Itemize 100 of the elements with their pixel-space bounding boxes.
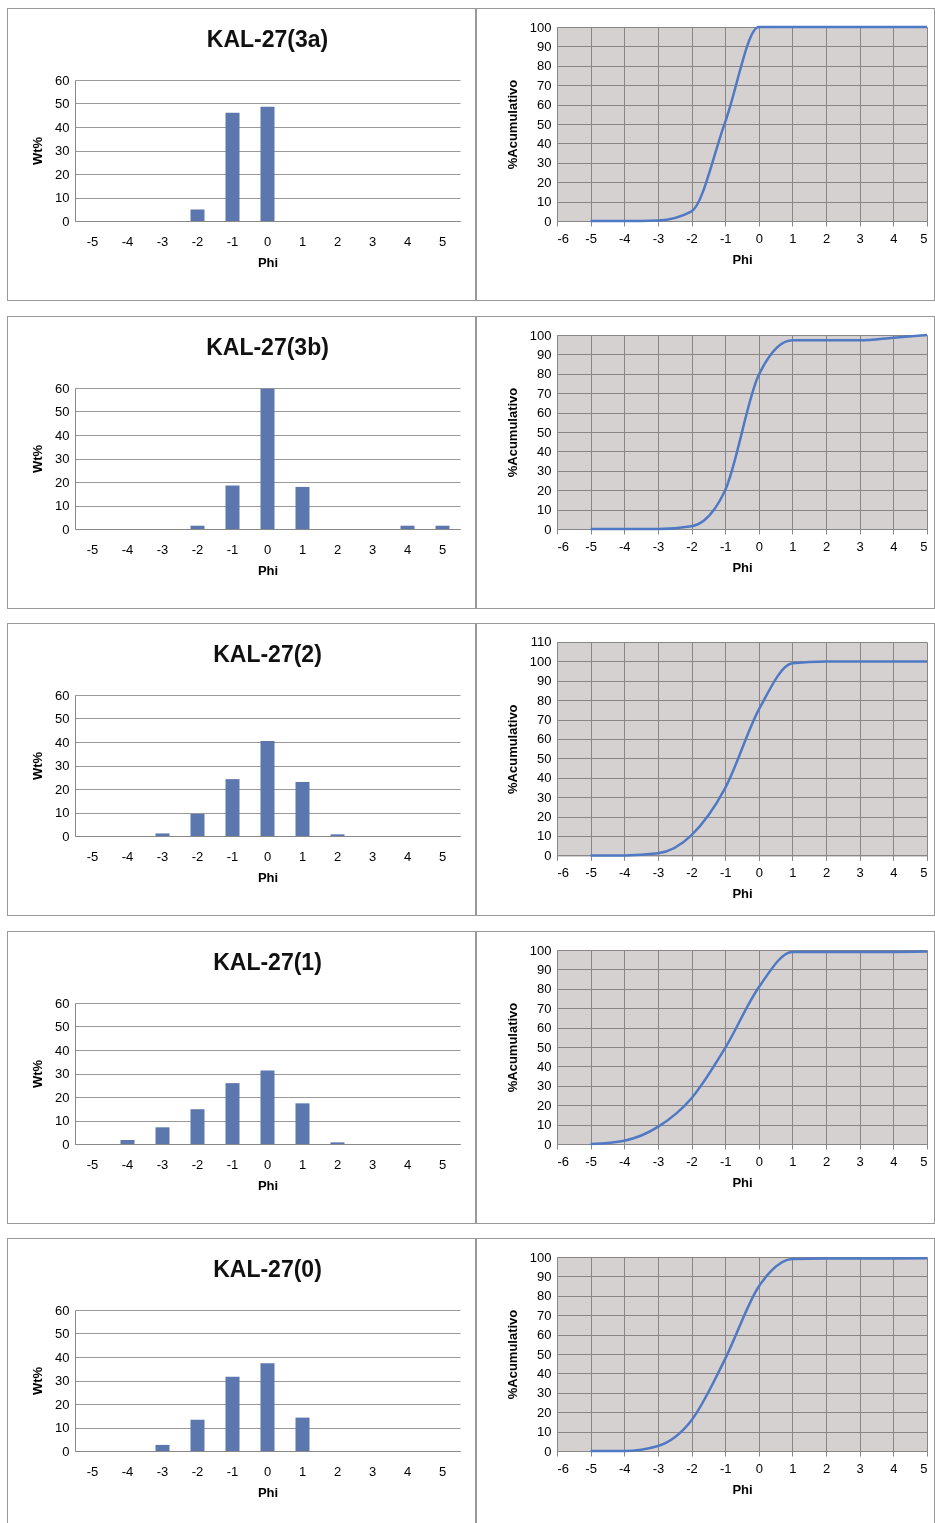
x-tick-label: 4: [403, 1156, 412, 1171]
x-tick-label: 3: [368, 848, 377, 864]
y-tick-label: 10: [55, 497, 70, 513]
x-tick-label: -4: [618, 1153, 631, 1168]
x-axis-title: Phi: [257, 869, 279, 885]
x-tick-label: 3: [368, 541, 377, 556]
y-tick-label: 30: [55, 1065, 70, 1081]
bar: [225, 1082, 240, 1144]
y-tick-label: 80: [537, 692, 552, 708]
x-tick-label: 5: [438, 541, 447, 556]
x-tick-label: -3: [652, 1153, 665, 1168]
x-tick-label: 5: [438, 1463, 447, 1479]
y-tick-label: 70: [537, 1307, 552, 1323]
x-tick-label: -5: [86, 1463, 99, 1479]
x-tick-label: 2: [822, 230, 831, 246]
x-tick-label: -1: [226, 233, 239, 249]
x-tick-label: 0: [263, 1156, 272, 1171]
x-tick-label: 0: [263, 233, 272, 249]
x-tick-label: 1: [298, 541, 307, 556]
bar: [260, 388, 275, 529]
y-tick-label: 30: [537, 462, 552, 478]
x-tick-label: -5: [585, 230, 597, 246]
y-tick-label: 0: [544, 1443, 552, 1459]
y-tick-label: 40: [55, 1349, 70, 1365]
y-tick-label: 40: [537, 770, 552, 786]
chart-title: KAL-27(0): [213, 1256, 322, 1282]
y-tick-label: 50: [537, 750, 552, 766]
x-tick-label: -3: [156, 233, 169, 249]
y-tick-label: 60: [55, 687, 70, 703]
x-axis-title: Phi: [732, 885, 753, 901]
y-tick-label: 70: [537, 385, 552, 401]
y-tick-label: 0: [544, 1136, 552, 1151]
y-tick-label: 0: [62, 1136, 70, 1151]
x-tick-label: 3: [856, 864, 864, 880]
y-tick-label: 0: [62, 213, 70, 229]
x-tick-label: 5: [920, 230, 928, 246]
y-tick-label: 50: [537, 1039, 552, 1054]
y-tick-label: 40: [55, 734, 70, 750]
x-tick-label: -4: [619, 864, 631, 880]
y-tick-label: 30: [55, 1373, 70, 1388]
x-tick-label: -1: [719, 1460, 732, 1476]
x-tick-label: -6: [557, 538, 570, 553]
bar: [260, 106, 275, 221]
y-tick-label: 0: [544, 213, 552, 229]
x-tick-label: -3: [652, 538, 665, 553]
bar: [190, 525, 205, 529]
x-tick-label: -1: [226, 1463, 239, 1479]
x-tick-label: -2: [191, 541, 204, 556]
x-tick-label: 2: [333, 1156, 342, 1171]
y-tick-label: 10: [55, 1420, 70, 1435]
x-tick-label: 1: [789, 1153, 797, 1168]
x-tick-label: -4: [121, 233, 134, 249]
bar: [190, 209, 205, 221]
x-tick-label: 4: [403, 541, 412, 556]
x-tick-label: 4: [890, 1153, 898, 1168]
y-axis-title: %Acumulativo: [504, 79, 520, 170]
x-tick-label: -1: [719, 1153, 732, 1168]
line-series: [589, 660, 929, 857]
bar: [295, 1417, 310, 1451]
y-tick-label: 70: [537, 1000, 552, 1016]
y-axis-title: Wt%: [30, 443, 46, 473]
x-tick-label: -4: [121, 1156, 134, 1171]
x-tick-label: -2: [191, 233, 204, 249]
y-tick-label: 100: [529, 942, 552, 957]
x-tick-label: -5: [86, 848, 99, 864]
y-tick-label: 20: [537, 1097, 552, 1113]
chart-title: KAL-27(3a): [206, 26, 329, 52]
x-tick-label: 0: [755, 230, 763, 246]
chart-title: KAL-27(2): [213, 641, 322, 667]
y-tick-label: 20: [55, 474, 70, 489]
bar: [190, 813, 205, 836]
y-tick-label: 0: [62, 1443, 70, 1459]
x-tick-label: -1: [719, 230, 732, 246]
y-tick-label: 30: [55, 143, 70, 158]
x-tick-label: 1: [789, 864, 797, 880]
y-tick-label: 50: [55, 96, 70, 111]
y-tick-label: 40: [55, 1042, 70, 1057]
bar: [295, 486, 310, 529]
x-tick-label: 5: [920, 864, 928, 880]
x-tick-label: 2: [822, 864, 831, 880]
y-axis-title: Wt%: [30, 1366, 46, 1396]
x-tick-label: 2: [822, 1153, 831, 1168]
x-axis-title: Phi: [732, 1174, 753, 1189]
bar: [120, 1139, 135, 1144]
x-tick-label: -4: [121, 848, 134, 864]
x-tick-label: -3: [652, 1460, 665, 1476]
y-axis-title: %Acumulativo: [504, 1002, 520, 1092]
y-tick-label: 40: [537, 1058, 552, 1074]
y-tick-label: 0: [62, 828, 70, 844]
x-tick-label: 2: [822, 1460, 831, 1476]
x-tick-label: 0: [755, 1153, 763, 1168]
y-tick-label: 100: [529, 19, 552, 35]
bar: [295, 1102, 310, 1144]
bar: [190, 1108, 205, 1144]
y-tick-label: 90: [537, 961, 552, 977]
bar: [225, 112, 240, 221]
y-tick-label: 20: [537, 174, 552, 190]
y-tick-label: 20: [537, 809, 552, 825]
x-tick-label: 0: [755, 864, 763, 880]
y-tick-label: 60: [537, 1019, 552, 1035]
